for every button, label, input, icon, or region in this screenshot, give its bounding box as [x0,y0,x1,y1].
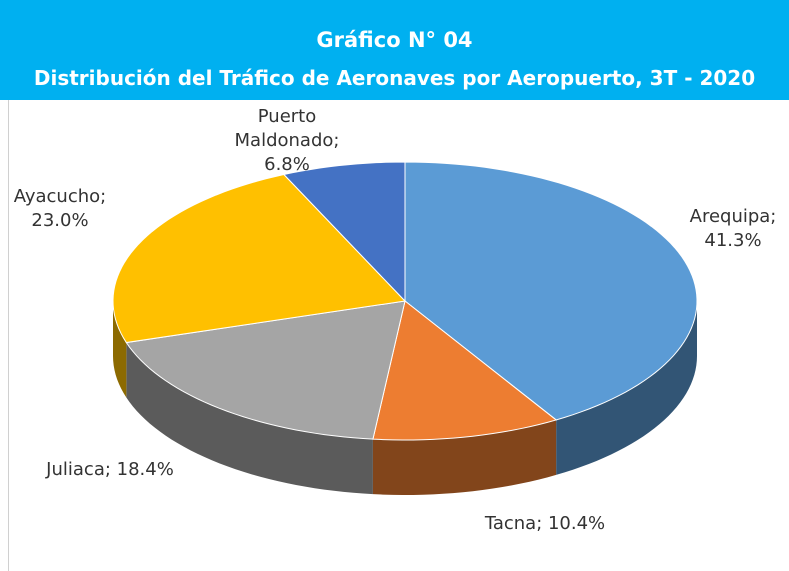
data-label: Puerto Maldonado; 6.8% [234,106,340,175]
slice [282,161,406,303]
slice-side [556,301,697,475]
chart-title: Gráfico N° 04 [316,28,473,52]
slice [372,300,558,441]
slice [125,300,406,440]
data-label: Juliaca; 18.4% [46,459,174,480]
header: Gráfico N° 04 Distribución del Tráfico d… [0,0,789,100]
slice [112,173,407,344]
slice [404,161,698,421]
slice-side [372,419,557,495]
data-label: Ayacucho; 23.0% [13,186,107,231]
slice-side [113,301,127,398]
data-label: Tacna; 10.4% [484,513,606,534]
frame-line [8,100,9,571]
slice-side [126,342,373,495]
data-label: Arequipa; 41.3% [689,206,777,251]
chart-subtitle: Distribución del Tráfico de Aeronaves po… [33,66,756,90]
